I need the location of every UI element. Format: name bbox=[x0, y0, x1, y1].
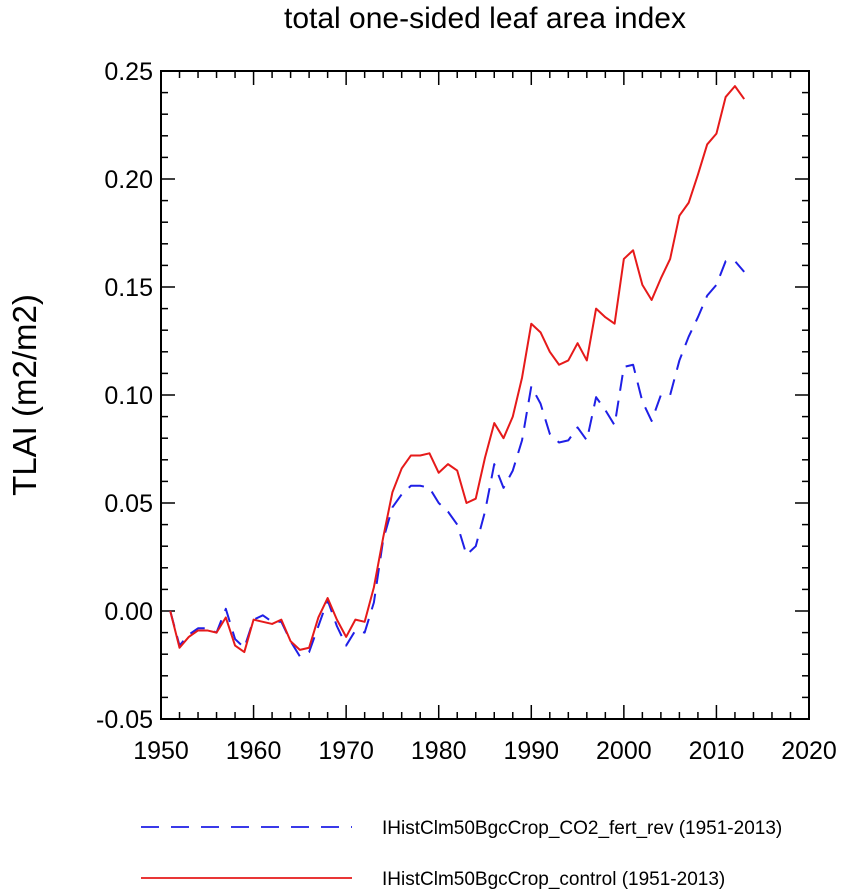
x-tick-label: 2020 bbox=[781, 737, 837, 765]
plot-area bbox=[169, 85, 746, 658]
chart-title: total one-sided leaf area index bbox=[284, 2, 686, 35]
y-tick-label: 0.00 bbox=[104, 598, 153, 626]
x-tick-label: 2000 bbox=[596, 737, 652, 765]
y-tick-labels: -0.05 0.00 0.05 0.10 0.15 0.20 0.25 bbox=[96, 58, 153, 734]
x-tick-label: 1980 bbox=[411, 737, 467, 765]
legend-label-2: IHistClm50BgcCrop_control (1951-2013) bbox=[382, 869, 725, 890]
y-tick-label: 0.05 bbox=[104, 490, 153, 518]
legend-label-1: IHistClm50BgcCrop_CO2_fert_rev (1951-201… bbox=[382, 818, 782, 839]
x-tick-label: 1970 bbox=[318, 737, 374, 765]
y-tick-label: 0.20 bbox=[104, 166, 153, 194]
y-axis-label: TLAI (m2/m2) bbox=[6, 294, 43, 496]
series-line-1 bbox=[169, 260, 745, 658]
x-tick-label: 2010 bbox=[689, 737, 745, 765]
y-tick-label: -0.05 bbox=[96, 706, 153, 734]
x-tick-label: 1990 bbox=[503, 737, 559, 765]
axis-ticks bbox=[160, 70, 810, 720]
y-tick-label: 0.10 bbox=[104, 382, 153, 410]
series-line-2 bbox=[169, 85, 746, 654]
x-tick-label: 1960 bbox=[226, 737, 282, 765]
y-tick-label: 0.15 bbox=[104, 274, 153, 302]
legend: IHistClm50BgcCrop_CO2_fert_rev (1951-201… bbox=[141, 818, 782, 890]
plot-frame bbox=[160, 70, 810, 720]
y-tick-label: 0.25 bbox=[104, 58, 153, 86]
x-tick-label: 1950 bbox=[133, 737, 189, 765]
x-tick-labels: 1950 1960 1970 1980 1990 2000 2010 2020 bbox=[133, 737, 837, 765]
